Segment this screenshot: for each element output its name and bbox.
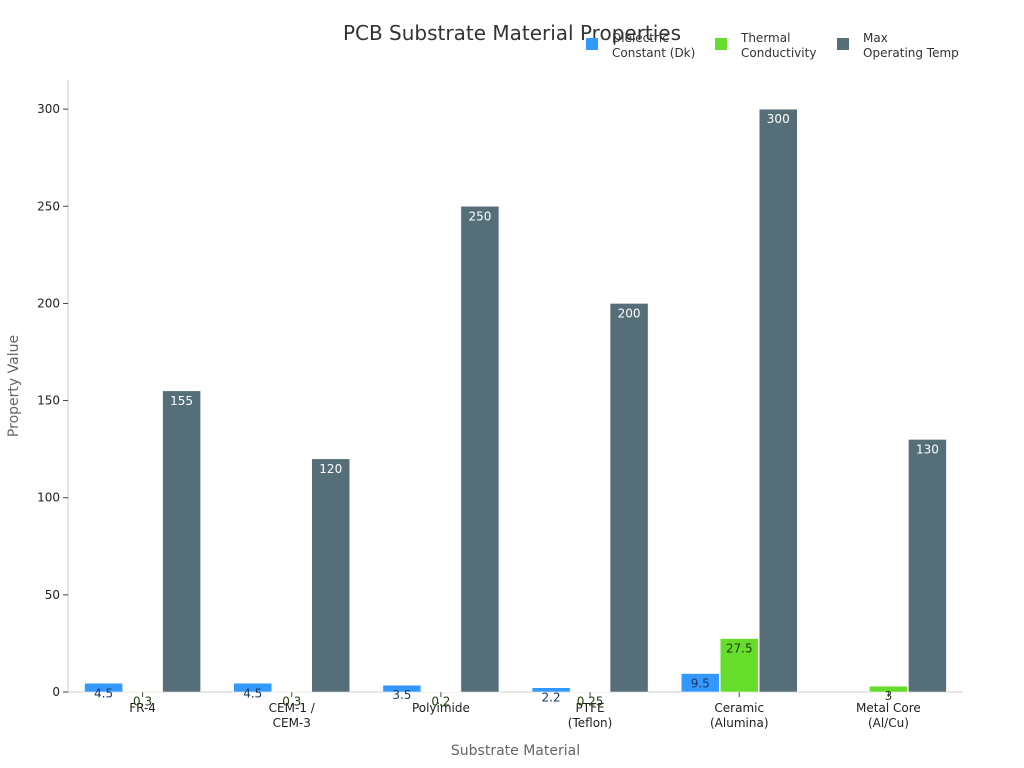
y-tick-label: 300 <box>37 102 60 116</box>
bar <box>123 691 162 693</box>
text-line: (Alumina) <box>710 716 769 730</box>
text-line: Polyimide <box>412 701 470 715</box>
legend-label: Dielectric Constant (Dk) <box>612 31 695 60</box>
legend-item: Dielectric Constant (Dk) <box>586 31 695 60</box>
text-line: CEM-3 <box>273 716 311 730</box>
bar <box>681 673 720 693</box>
bar <box>908 439 947 693</box>
text-line: Operating Temp <box>863 46 959 60</box>
y-tick-label: 0 <box>52 685 60 699</box>
bar-value-label: 3 <box>885 689 893 703</box>
legend-swatch <box>715 38 727 50</box>
text-line: PTFE <box>576 701 605 715</box>
bar <box>84 683 123 693</box>
x-tick-label: Ceramic (Alumina) <box>710 701 769 730</box>
bar <box>531 687 571 693</box>
bar-value-label: 27.5 <box>726 642 753 656</box>
legend-swatch <box>586 38 598 50</box>
bar-value-label: 4.5 <box>94 686 113 700</box>
y-tick-label: 100 <box>37 491 60 505</box>
bar <box>869 685 908 693</box>
text-line: Ceramic <box>714 701 764 715</box>
text-line: Max <box>863 31 888 45</box>
legend-swatch <box>837 38 849 50</box>
bar-value-label: 130 <box>916 442 939 456</box>
x-axis-title: Substrate Material <box>451 743 580 759</box>
bar-value-label: 200 <box>618 306 641 320</box>
text-line: Conductivity <box>741 46 816 60</box>
x-tick-label: Polyimide <box>412 701 470 715</box>
legend-item: Max Operating Temp <box>837 31 959 60</box>
bar <box>609 303 649 693</box>
bar <box>759 108 798 693</box>
text-line: Metal Core <box>856 701 921 715</box>
bar <box>272 691 311 693</box>
text-line: (Al/Cu) <box>868 716 909 730</box>
text-line: CEM-1 / <box>269 701 316 715</box>
bar <box>233 683 272 693</box>
bar-value-label: 0.25 <box>577 695 604 709</box>
bar-value-label: 0.3 <box>282 694 301 708</box>
text-line: (Teflon) <box>568 716 613 730</box>
bar-value-label: 155 <box>170 394 193 408</box>
x-tick-label: CEM-1 /CEM-3 <box>269 701 316 730</box>
x-tick-label: Metal Core (Al/Cu) <box>856 701 921 730</box>
y-axis-title: Property Value <box>6 335 22 437</box>
y-tick-label: 50 <box>45 588 60 602</box>
bar-value-label: 0.3 <box>133 694 152 708</box>
legend-label: Thermal Conductivity <box>740 31 816 60</box>
bar-value-label: 250 <box>468 209 491 223</box>
bar <box>162 390 201 693</box>
text-line: Constant (Dk) <box>612 46 695 60</box>
bar <box>720 638 759 693</box>
legend-label: Max Operating Temp <box>863 31 959 60</box>
y-tick-label: 200 <box>37 296 60 310</box>
text-line: Thermal <box>740 31 790 45</box>
text-line: FR-4 <box>129 701 156 715</box>
y-tick-label: 150 <box>37 394 60 408</box>
bar-value-label: 3.5 <box>392 688 411 702</box>
bar-value-label: 0.2 <box>431 695 450 709</box>
x-tick-label: PTFE (Teflon) <box>568 701 613 730</box>
bar <box>311 458 350 693</box>
x-tick-label: FR-4 <box>129 701 156 715</box>
bar-value-label: 300 <box>767 112 790 126</box>
bar-value-label: 120 <box>319 462 342 476</box>
bar <box>382 684 422 693</box>
bar-value-label: 2.2 <box>542 691 561 705</box>
bar <box>460 206 500 693</box>
bar-value-label: 9.5 <box>691 677 710 691</box>
y-tick-label: 250 <box>37 199 60 213</box>
legend-item: Thermal Conductivity <box>715 31 816 60</box>
bar-value-label: 4.5 <box>243 686 262 700</box>
text-line: Dielectric <box>612 31 669 45</box>
chart-title: PCB Substrate Material Properties <box>343 21 681 45</box>
